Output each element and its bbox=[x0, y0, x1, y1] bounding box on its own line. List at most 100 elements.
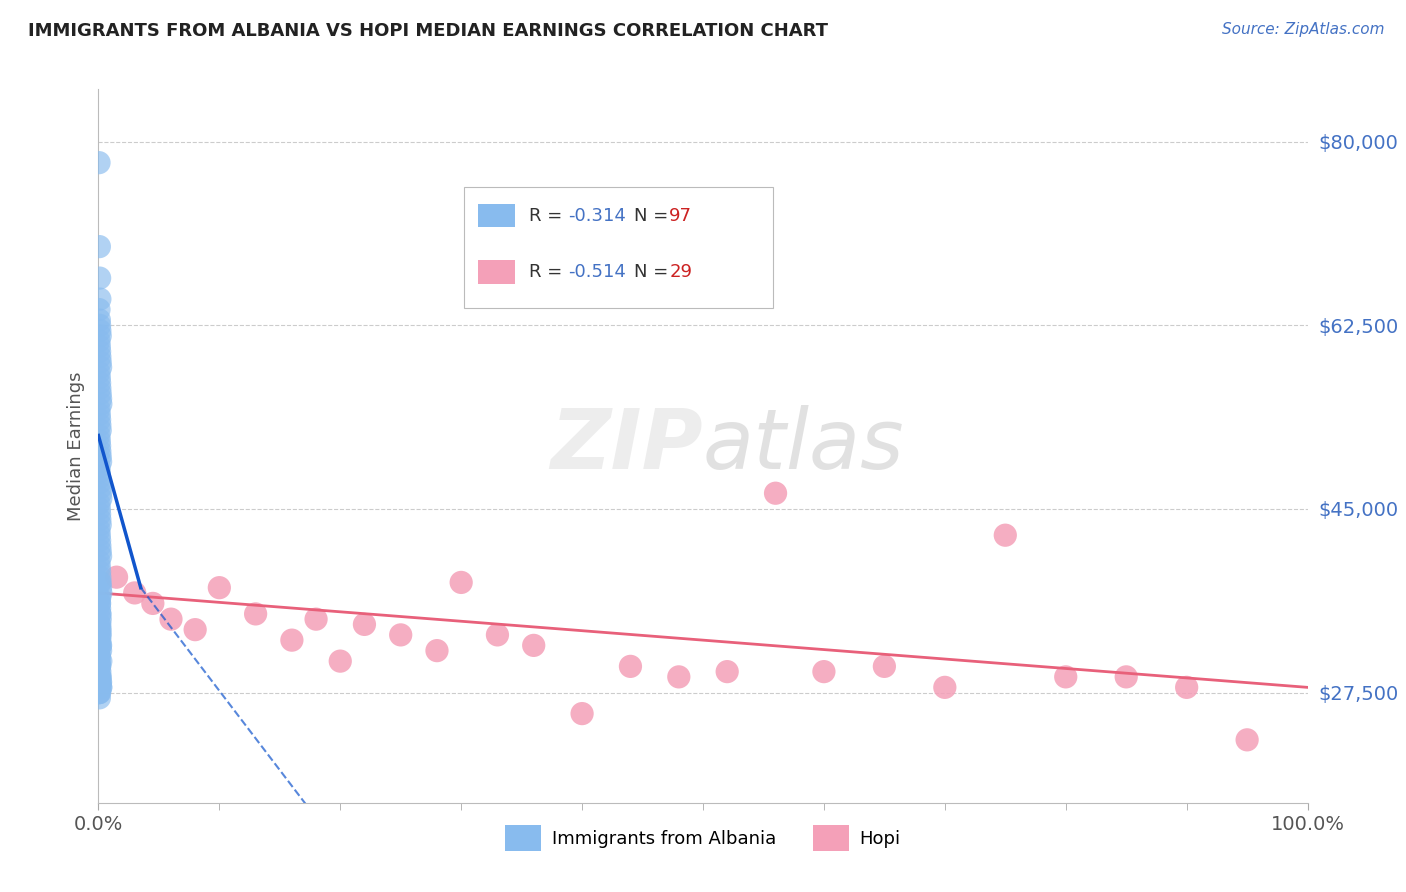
Point bbox=[89, 670, 111, 684]
Point bbox=[89, 350, 111, 364]
Point bbox=[389, 628, 412, 642]
Y-axis label: Median Earnings: Median Earnings bbox=[66, 371, 84, 521]
Point bbox=[89, 533, 111, 548]
Point bbox=[305, 612, 328, 626]
Text: R =: R = bbox=[529, 263, 568, 281]
Point bbox=[89, 659, 111, 673]
Point bbox=[87, 523, 110, 537]
Point bbox=[89, 575, 111, 590]
Point bbox=[486, 628, 509, 642]
Point bbox=[90, 491, 112, 506]
Point bbox=[89, 328, 111, 343]
Point bbox=[89, 559, 111, 574]
Point bbox=[89, 670, 111, 684]
Point bbox=[90, 360, 112, 375]
Point bbox=[87, 302, 110, 317]
Point bbox=[668, 670, 690, 684]
Point bbox=[89, 517, 111, 532]
Point bbox=[329, 654, 352, 668]
Point bbox=[105, 570, 128, 584]
Point bbox=[89, 570, 111, 584]
Point bbox=[89, 544, 111, 558]
Point bbox=[89, 386, 111, 401]
Point bbox=[90, 586, 112, 600]
Point bbox=[89, 324, 111, 338]
Text: 97: 97 bbox=[669, 207, 692, 225]
Point bbox=[813, 665, 835, 679]
Text: ZIP: ZIP bbox=[550, 406, 703, 486]
Text: atlas: atlas bbox=[703, 406, 904, 486]
Point bbox=[353, 617, 375, 632]
Point bbox=[89, 596, 111, 610]
Point bbox=[89, 434, 111, 448]
Point bbox=[716, 665, 738, 679]
Point bbox=[619, 659, 641, 673]
Point bbox=[934, 681, 956, 695]
Point bbox=[1054, 670, 1077, 684]
Point bbox=[89, 612, 111, 626]
Point bbox=[89, 607, 111, 621]
Point bbox=[89, 371, 111, 385]
Text: -0.314: -0.314 bbox=[568, 207, 626, 225]
Point bbox=[90, 654, 112, 668]
Point bbox=[87, 639, 110, 653]
Text: IMMIGRANTS FROM ALBANIA VS HOPI MEDIAN EARNINGS CORRELATION CHART: IMMIGRANTS FROM ALBANIA VS HOPI MEDIAN E… bbox=[28, 22, 828, 40]
Point bbox=[90, 392, 112, 406]
Point bbox=[89, 654, 111, 668]
Point bbox=[87, 554, 110, 568]
Point bbox=[87, 428, 110, 442]
Point bbox=[89, 539, 111, 553]
Point bbox=[89, 628, 111, 642]
Text: N =: N = bbox=[634, 263, 673, 281]
Point bbox=[450, 575, 472, 590]
Point bbox=[765, 486, 787, 500]
Point bbox=[89, 591, 111, 606]
Point bbox=[90, 681, 112, 695]
Point bbox=[89, 444, 111, 458]
Point bbox=[571, 706, 593, 721]
Point bbox=[87, 670, 110, 684]
Point bbox=[90, 455, 112, 469]
Legend: Immigrants from Albania, Hopi: Immigrants from Albania, Hopi bbox=[498, 818, 908, 858]
Point bbox=[89, 475, 111, 490]
Text: N =: N = bbox=[634, 207, 673, 225]
Point bbox=[89, 648, 111, 663]
Point bbox=[89, 596, 111, 610]
Point bbox=[89, 408, 111, 422]
Point bbox=[89, 313, 111, 327]
Point bbox=[1236, 732, 1258, 747]
Point bbox=[87, 648, 110, 663]
Point bbox=[89, 344, 111, 359]
Point bbox=[89, 528, 111, 542]
Point bbox=[89, 318, 111, 333]
Point bbox=[89, 575, 111, 590]
Point bbox=[89, 481, 111, 495]
Point bbox=[87, 591, 110, 606]
Point bbox=[160, 612, 183, 626]
Point bbox=[523, 639, 546, 653]
Point bbox=[89, 355, 111, 369]
Point bbox=[89, 239, 111, 253]
Point bbox=[208, 581, 231, 595]
Point bbox=[90, 639, 112, 653]
Point bbox=[87, 155, 110, 169]
Point bbox=[89, 417, 111, 432]
Point bbox=[87, 685, 110, 699]
Point bbox=[89, 633, 111, 648]
Point bbox=[281, 633, 304, 648]
Point bbox=[87, 617, 110, 632]
Point bbox=[89, 470, 111, 484]
Point bbox=[90, 486, 112, 500]
Point bbox=[89, 439, 111, 453]
Point bbox=[142, 596, 165, 610]
Point bbox=[89, 413, 111, 427]
Point bbox=[89, 623, 111, 637]
Text: -0.514: -0.514 bbox=[568, 263, 626, 281]
Point bbox=[87, 402, 110, 417]
Point bbox=[89, 381, 111, 395]
Point bbox=[90, 643, 112, 657]
Point bbox=[89, 339, 111, 353]
Point bbox=[89, 465, 111, 479]
Point bbox=[89, 601, 111, 615]
Point bbox=[89, 565, 111, 579]
